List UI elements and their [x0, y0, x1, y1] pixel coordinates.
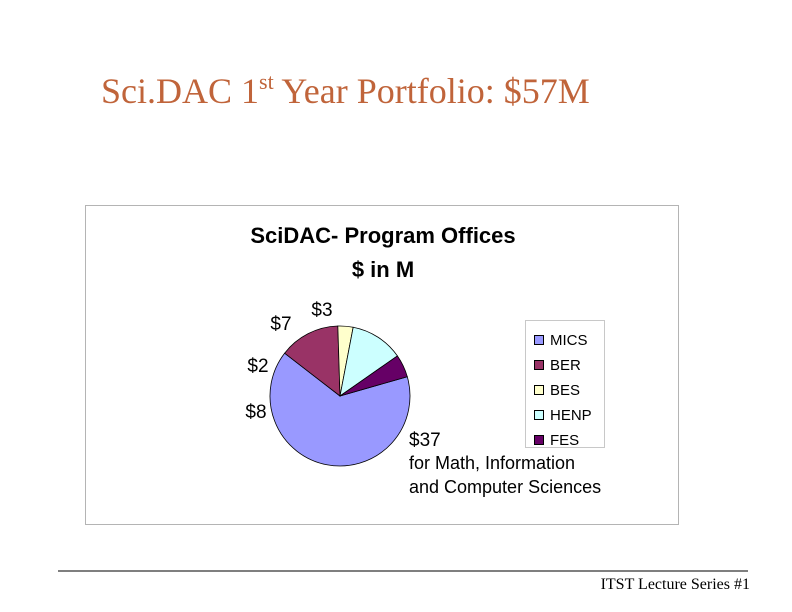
data-label-fes: $3 [311, 300, 332, 321]
pie-slice-fes [339, 355, 408, 397]
chart-legend: MICS BER BES HENP FES [525, 320, 605, 449]
footer-divider [58, 570, 748, 572]
legend-item-bes: BES [534, 381, 580, 399]
chart-title-line1: SciDAC- Program Offices [250, 223, 515, 248]
legend-swatch-mics [534, 335, 544, 345]
legend-swatch-henp [534, 410, 544, 420]
legend-swatch-fes [534, 435, 544, 445]
legend-item-mics: MICS [534, 331, 588, 349]
legend-item-ber: BER [534, 356, 581, 374]
pie-chart: SciDAC- Program Offices $ in M $37 $8 $2 $7… [85, 205, 679, 525]
pie-slice-ber [284, 325, 341, 397]
pie-slice-mics [269, 352, 411, 467]
pie-slices [269, 325, 411, 467]
legend-label-ber: BER [550, 356, 581, 374]
legend-label-bes: BES [550, 381, 581, 399]
data-label-bes: $2 [247, 356, 268, 377]
data-label-henp: $7 [270, 314, 291, 335]
legend-item-fes: FES [534, 431, 579, 449]
legend-item-henp: HENP [534, 406, 592, 424]
slide-title-main: Sci.DAC 1 [101, 71, 260, 111]
data-label-ber: $8 [245, 402, 266, 423]
footer-text: ITST Lecture Series #1 [600, 576, 750, 593]
pie-chart-canvas: SciDAC- Program Offices $ in M $37 $8 $2$7… [245, 223, 516, 467]
chart-annotation: for Math, Information and Computer Scien… [409, 453, 602, 497]
legend-swatch-bes [534, 385, 544, 395]
pie-data-labels: $37 $8 $2$7 $3 [245, 300, 440, 451]
slide-title-superscript: st [259, 69, 274, 94]
legend-label-fes: FES [550, 431, 580, 449]
chart-title-line2: $ in M [352, 257, 414, 282]
legend-label-mics: MICS [550, 331, 588, 349]
legend-label-henp: HENP [550, 406, 592, 424]
slide-title: Sci.DAC 1st Year Portfolio: $57M [101, 68, 590, 114]
legend-swatch-ber [534, 360, 544, 370]
slide-title-rest: Year Portfolio: $57M [273, 71, 590, 111]
data-label-mics: $37 [409, 430, 441, 451]
